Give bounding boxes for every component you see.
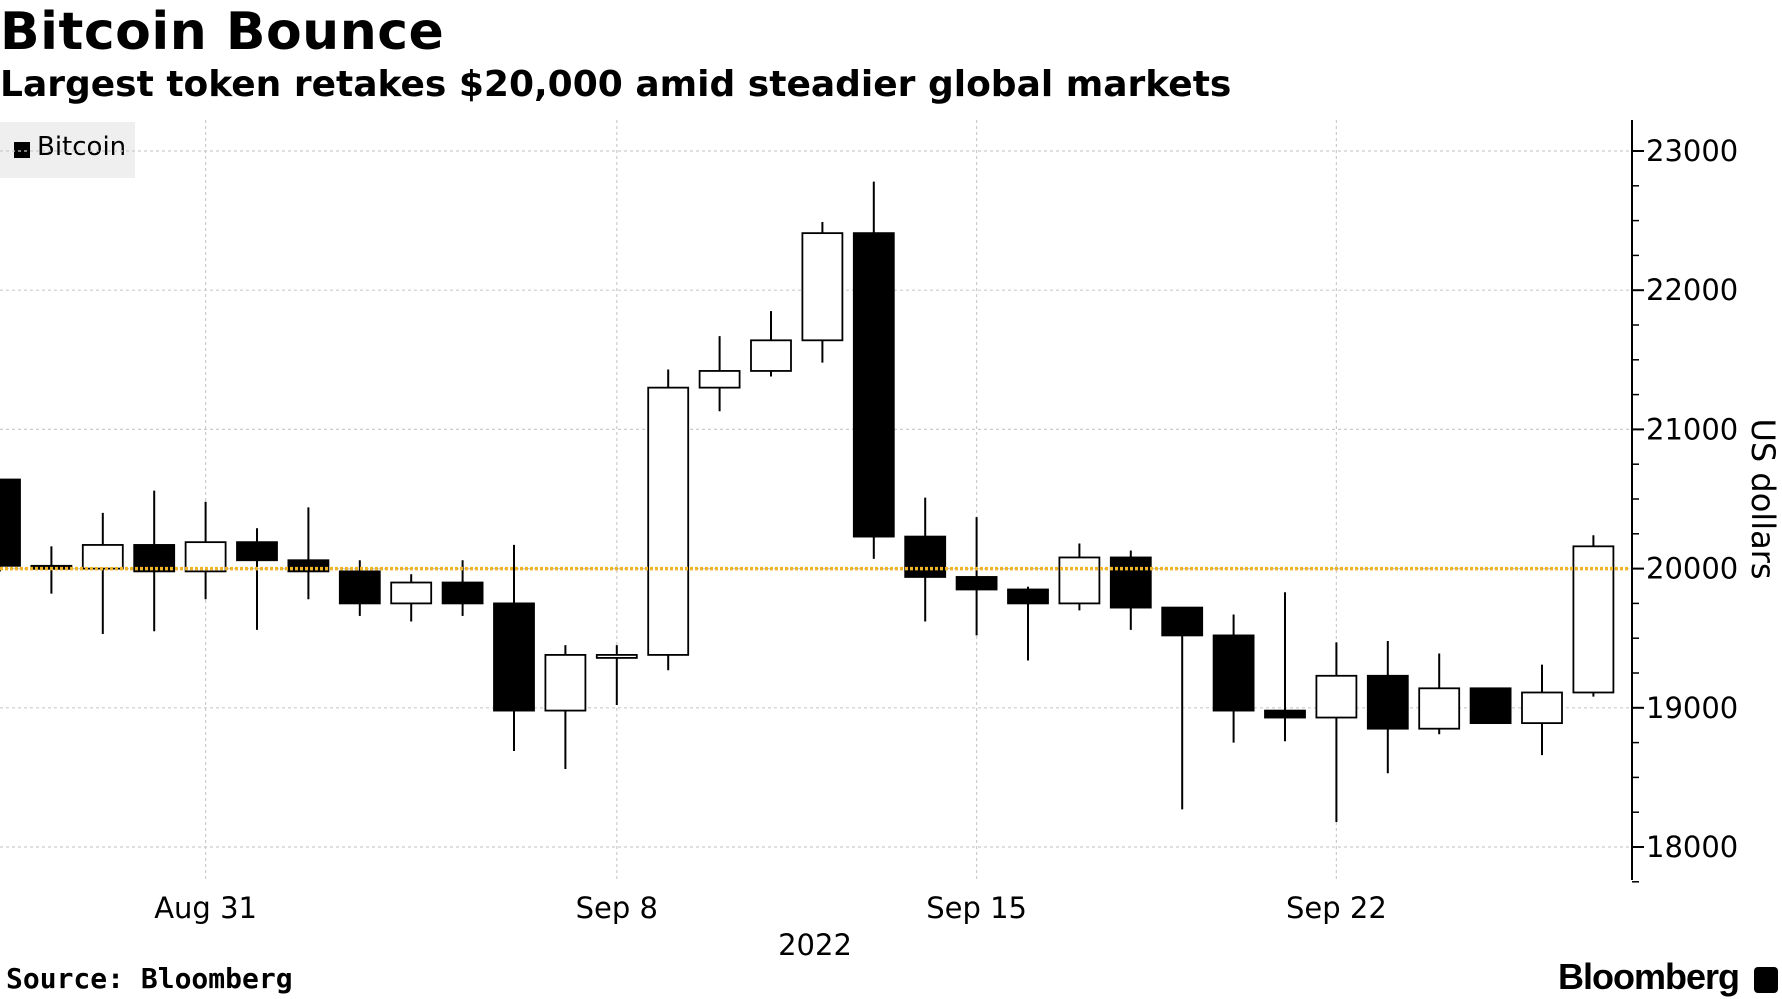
- candle-body-up: [595, 654, 638, 659]
- candle-sep-2: [287, 507, 330, 600]
- candle-sep-27: [1572, 535, 1615, 697]
- candle-body-down: [1007, 588, 1049, 605]
- candle-body-up: [544, 654, 587, 712]
- candle-sep-7: [544, 645, 587, 770]
- candle-body-down: [904, 535, 947, 578]
- candle-body-up: [390, 581, 433, 605]
- legend: Bitcoin: [0, 122, 135, 178]
- candle-body-down: [852, 232, 895, 538]
- candle-body-up: [1058, 556, 1101, 605]
- candle-sep-20: [1212, 614, 1255, 743]
- candle-sep-13: [852, 181, 895, 559]
- candle-sep-11: [750, 311, 792, 377]
- y-tick-label: 20000: [1646, 552, 1738, 586]
- candle-body-down: [441, 581, 484, 605]
- candle-sep-19: [1161, 606, 1204, 810]
- x-axis-label: 2022: [778, 928, 852, 962]
- chart-title: Bitcoin Bounce: [0, 2, 445, 62]
- x-tick-label: Aug 31: [154, 891, 257, 925]
- legend-label: Bitcoin: [37, 132, 127, 162]
- y-tick-label: 22000: [1646, 273, 1738, 307]
- x-tick-label: Sep 8: [576, 891, 658, 925]
- candle-sep-22: [1315, 642, 1358, 822]
- candle-body-down: [0, 478, 21, 567]
- candle-sep-12: [801, 221, 844, 363]
- legend-swatch: [14, 142, 30, 158]
- candle-sep-10: [698, 336, 741, 412]
- candle-body-up: [1572, 545, 1615, 694]
- candle-body-up: [81, 544, 124, 570]
- y-tick-label: 21000: [1646, 412, 1738, 446]
- candle-sep-26: [1521, 664, 1563, 756]
- candle-body-up: [750, 339, 792, 372]
- candle-sep-3: [338, 560, 381, 616]
- candle-body-down: [236, 541, 278, 562]
- candle-body-up: [184, 541, 227, 573]
- candle-sep-14: [904, 497, 947, 622]
- candle-sep-4: [390, 574, 433, 622]
- chart-subtitle: Largest token retakes $20,000 amid stead…: [0, 64, 1232, 105]
- bloomberg-logo: Bloomberg: [1558, 956, 1740, 997]
- candle-body-up: [698, 370, 741, 389]
- candle-sep-17: [1058, 543, 1101, 611]
- candle-aug-30: [133, 490, 176, 632]
- candle-body-down: [1212, 634, 1255, 712]
- x-tick-label: Sep 15: [926, 891, 1027, 925]
- source-note: Source: Bloomberg: [6, 962, 293, 995]
- candle-body-down: [493, 602, 535, 712]
- candle-sep-21: [1264, 592, 1306, 742]
- candle-sep-15: [955, 517, 998, 636]
- candle-body-down: [338, 570, 381, 605]
- candle-body-down: [1366, 674, 1409, 730]
- y-tick-label: 19000: [1646, 691, 1738, 725]
- candle-body-down: [955, 576, 998, 591]
- y-tick-label: 23000: [1646, 134, 1738, 168]
- bloomberg-terminal-icon: [1754, 967, 1778, 993]
- candle-body-up: [1521, 691, 1563, 725]
- candle-body-down: [287, 559, 330, 573]
- candle-body-down: [1264, 709, 1306, 719]
- candle-sep-23: [1366, 640, 1409, 774]
- y-axis-label: US dollars: [1744, 418, 1782, 579]
- candle-sep-18: [1109, 550, 1152, 630]
- candle-aug-29: [81, 512, 124, 635]
- candle-aug-27: [0, 478, 21, 572]
- candle-aug-31: [184, 501, 227, 600]
- candle-sep-24: [1418, 653, 1461, 735]
- candle-body-down: [1469, 687, 1512, 725]
- candle-sep-8: [595, 645, 638, 706]
- candle-sep-6: [493, 544, 535, 751]
- candle-body-up: [647, 386, 690, 656]
- candle-body-down: [1109, 556, 1152, 609]
- candle-sep-25: [1469, 687, 1512, 725]
- candle-body-up: [801, 232, 844, 342]
- candle-body-up: [1315, 674, 1358, 719]
- candle-body-down: [1161, 606, 1204, 637]
- candle-sep-16: [1007, 586, 1049, 661]
- candle-sep-5: [441, 560, 484, 616]
- candle-body-up: [1418, 687, 1461, 730]
- y-tick-label: 18000: [1646, 830, 1738, 864]
- x-tick-label: Sep 22: [1286, 891, 1387, 925]
- candle-sep-1: [236, 528, 278, 630]
- candle-sep-9: [647, 369, 690, 671]
